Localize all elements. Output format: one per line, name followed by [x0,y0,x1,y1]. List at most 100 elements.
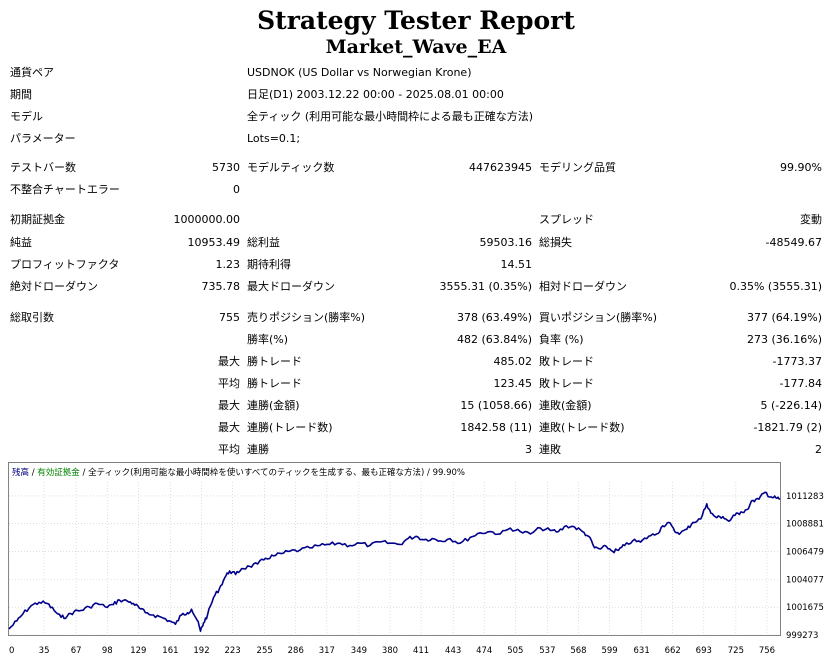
winrate-label: 勝率(%) [247,333,289,346]
grossloss-label: 総損失 [539,236,572,249]
y-axis: 1011283 1008881 1006479 1004077 1001675 99927… [786,492,824,641]
maxconswin-value: 15 (1058.66) [460,399,532,412]
avgwin-label: 勝トレード [247,377,302,390]
maxwin-label: 勝トレード [247,355,302,368]
reldd-value: 0.35% (3555.31) [729,280,822,293]
caption-sep-3: / [424,468,432,478]
long-value: 377 (64.19%) [746,311,822,324]
x-tick-label: 255 [257,646,273,656]
maxloss-label: 敗トレード [539,355,594,368]
expected-value: 14.51 [500,258,533,271]
x-tick-label: 505 [507,646,523,656]
x-axis: 0 35 67 98 129 161 192 223 255 286 317 349 380 411 443… [9,646,775,656]
x-tick-label: 0 [9,646,14,656]
y-tick-label: 1011283 [786,492,824,502]
long-label: 買いポジション(勝率%) [539,311,658,324]
maxconsloss-label: 連敗(金額) [539,399,592,412]
reldd-label: 相対ドローダウン [539,280,627,293]
report-title: Strategy Tester Report [257,6,575,35]
caption-balance: 残高 [12,467,29,478]
x-tick-label: 662 [665,646,681,656]
symbol-label: 通貨ペア [10,66,54,79]
maxconsprofit-value: 1842.58 (11) [460,421,532,434]
x-tick-label: 317 [319,646,335,656]
max-label-3: 最大 [218,421,240,434]
x-tick-label: 129 [130,646,146,656]
y-tick-label: 999273 [786,631,818,641]
x-tick-label: 599 [601,646,617,656]
x-tick-label: 98 [102,646,113,656]
spread-value: 変動 [800,213,822,226]
avgloss-label: 敗トレード [539,377,594,390]
lossrate-label: 負率 (%) [539,333,584,346]
chart-frame [8,462,781,636]
x-tick-label: 286 [288,646,304,656]
maxconsloss-value: 5 (-226.14) [760,399,822,412]
ticks-value: 447623945 [469,161,532,174]
params-label: パラメーター [10,132,76,145]
maxwin-value: 485.02 [493,355,533,368]
x-tick-label: 380 [382,646,398,656]
x-tick-label: 67 [71,646,82,656]
maxconslossamt-value: -1821.79 (2) [753,421,822,434]
mismatch-label: 不整合チャートエラー [10,183,120,196]
spread-label: スプレッド [539,213,594,226]
bars-value: 5730 [212,161,240,174]
x-tick-label: 223 [224,646,240,656]
trades-label: 総取引数 [10,311,54,324]
pf-value: 1.23 [215,258,241,271]
y-tick-label: 1001675 [786,603,824,613]
model-value: 全ティック (利用可能な最小時間枠による最も正確な方法) [247,110,534,123]
chart-grid [8,482,780,636]
quality-value: 99.90% [780,161,822,174]
caption-sep-1: / [29,468,37,478]
maxconslossamt-label: 連敗(トレード数) [539,421,625,434]
x-tick-label: 537 [539,646,555,656]
avgconswin-label: 連勝 [247,443,269,456]
avg-label: 平均 [218,377,240,390]
maxloss-value: -1773.37 [772,355,822,368]
max-label-2: 最大 [218,399,240,412]
trades-value: 755 [219,311,240,324]
avg-label-2: 平均 [218,443,240,456]
caption-sep-2: / [80,468,88,478]
y-tick-label: 1004077 [786,575,824,585]
chart-caption: 残高 / 有効証拠金 / 全ティック(利用可能な最小時間枠を使いすべてのティック… [12,467,465,478]
maxconswin-label: 連勝(金額) [247,399,300,412]
maxdd-label: 最大ドローダウン [247,280,335,293]
model-label: モデル [10,110,43,123]
period-label: 期間 [10,88,32,101]
avgconswin-value: 3 [525,443,532,456]
expected-label: 期待利得 [247,258,291,271]
y-tick-label: 1006479 [786,548,824,558]
balance-chart: 残高 / 有効証拠金 / 全ティック(利用可能な最小時間枠を使いすべてのティック… [8,462,830,662]
symbol-value: USDNOK (US Dollar vs Norwegian Krone) [247,66,472,79]
caption-equity: 有効証拠金 [37,467,80,478]
x-tick-label: 474 [476,646,492,656]
params-value: Lots=0.1; [247,132,301,145]
short-value: 378 (63.49%) [456,311,532,324]
netprofit-value: 10953.49 [187,236,241,249]
max-label: 最大 [218,355,240,368]
deposit-label: 初期証拠金 [10,213,65,226]
bars-label: テストバー数 [10,161,76,174]
avgloss-value: -177.84 [779,377,822,390]
period-value: 日足(D1) 2003.12.22 00:00 - 2025.08.01 00:… [247,88,504,101]
x-tick-label: 568 [570,646,586,656]
balance-series-line [8,491,781,632]
grossprofit-value: 59503.16 [479,236,533,249]
short-label: 売りポジション(勝率%) [247,311,366,324]
caption-model: 全ティック(利用可能な最小時間枠を使いすべてのティックを生成する、最も正確な方法… [88,467,424,478]
x-tick-label: 192 [193,646,209,656]
avgconsloss-value: 2 [815,443,822,456]
grossprofit-label: 総利益 [247,236,280,249]
x-tick-label: 349 [351,646,367,656]
avgwin-value: 123.45 [493,377,533,390]
x-tick-label: 443 [445,646,461,656]
x-tick-label: 35 [39,646,50,656]
quality-label: モデリング品質 [539,161,616,174]
absdd-label: 絶対ドローダウン [10,280,98,293]
maxconsprofit-label: 連勝(トレード数) [247,421,333,434]
grossloss-value: -48549.67 [765,236,822,249]
mismatch-value: 0 [233,183,240,196]
